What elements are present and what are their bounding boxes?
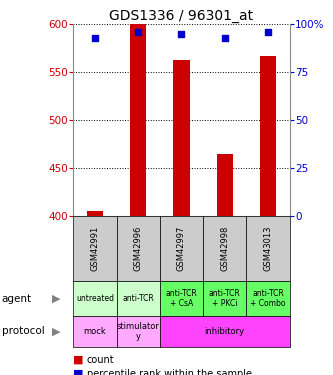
Text: protocol: protocol: [2, 326, 44, 336]
Bar: [87, 211, 103, 216]
Text: anti-TCR: anti-TCR: [122, 294, 154, 303]
Text: GSM42991: GSM42991: [90, 226, 100, 271]
Text: inhibitory: inhibitory: [205, 327, 245, 336]
Point: [92, 35, 98, 41]
Text: GSM43013: GSM43013: [263, 226, 273, 271]
Text: ▶: ▶: [52, 294, 61, 303]
Text: anti-TCR
+ Combo: anti-TCR + Combo: [250, 289, 286, 308]
Text: GSM42997: GSM42997: [177, 226, 186, 271]
Text: GSM42998: GSM42998: [220, 226, 229, 271]
Bar: [216, 154, 233, 216]
Bar: [130, 24, 147, 216]
Point: [136, 29, 141, 35]
Text: mock: mock: [84, 327, 106, 336]
Text: anti-TCR
+ CsA: anti-TCR + CsA: [166, 289, 197, 308]
Text: count: count: [87, 355, 114, 365]
Bar: [260, 56, 276, 216]
Text: untreated: untreated: [76, 294, 114, 303]
Text: ■: ■: [73, 369, 84, 375]
Point: [265, 29, 271, 35]
Text: ▶: ▶: [52, 326, 61, 336]
Text: ■: ■: [73, 355, 84, 365]
Title: GDS1336 / 96301_at: GDS1336 / 96301_at: [110, 9, 253, 23]
Text: GSM42996: GSM42996: [134, 226, 143, 271]
Bar: [173, 60, 190, 216]
Point: [179, 31, 184, 37]
Text: agent: agent: [2, 294, 32, 303]
Text: stimulator
y: stimulator y: [117, 322, 160, 341]
Text: percentile rank within the sample: percentile rank within the sample: [87, 369, 251, 375]
Text: anti-TCR
+ PKCi: anti-TCR + PKCi: [209, 289, 241, 308]
Point: [222, 35, 227, 41]
